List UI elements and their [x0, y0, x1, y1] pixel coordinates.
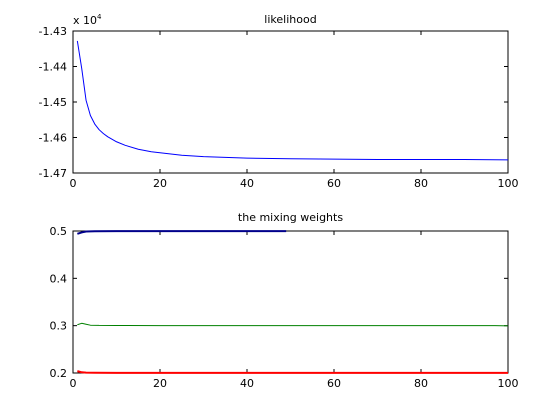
likelihood-plot-area: [72, 30, 509, 174]
y-tick-label: 0.2: [50, 367, 68, 380]
series-line-2: [77, 370, 508, 374]
likelihood-ticks: 0 20 40 60 80 100 -1.47 -1.46 -1.45 -1.44 -1.43: [39, 25, 519, 190]
mixing-weights-lines: [77, 230, 509, 374]
x-tick-label: 0: [70, 177, 77, 190]
likelihood-y-exponent: x 104: [73, 13, 102, 27]
y-tick-label: -1.45: [39, 96, 67, 109]
x-tick-label: 20: [153, 377, 167, 390]
x-tick-label: 80: [414, 177, 428, 190]
series-line-0: [76, 40, 509, 161]
x-tick-label: 20: [153, 177, 167, 190]
x-tick-label: 60: [327, 377, 341, 390]
mixing-weights-ticks: 0 20 40 60 80 100 0.2 0.3 0.4 0.5: [50, 225, 519, 390]
y-tick-label: -1.44: [39, 61, 67, 74]
series-line-1: [77, 322, 509, 327]
y-tick-label: -1.43: [39, 25, 67, 38]
x-tick-label: 60: [327, 177, 341, 190]
likelihood-title: likelihood: [264, 13, 316, 26]
series-line-0: [77, 230, 287, 235]
likelihood-lines: [76, 40, 509, 161]
y-tick-label: 0.5: [50, 225, 68, 238]
x-tick-label: 100: [498, 377, 519, 390]
y-exponent-power: 4: [97, 13, 102, 21]
y-tick-label: 0.4: [50, 272, 68, 285]
mixing-weights-title: the mixing weights: [238, 211, 343, 224]
y-tick-label: 0.3: [50, 320, 68, 333]
y-exponent-base: x 10: [73, 14, 97, 27]
mixing-weights-chart: the mixing weights 0 20 40 60 80 100 0.2 0.3 0.4…: [50, 211, 519, 390]
x-tick-label: 40: [240, 377, 254, 390]
x-tick-label: 40: [240, 177, 254, 190]
x-tick-label: 0: [70, 377, 77, 390]
likelihood-chart: likelihood x 104 0 20 40 60 80 100 -1.47 -1.46 -…: [39, 13, 519, 190]
y-tick-label: -1.46: [39, 132, 67, 145]
x-tick-label: 80: [414, 377, 428, 390]
x-tick-label: 100: [498, 177, 519, 190]
mixing-weights-plot-area: [72, 230, 509, 374]
y-tick-label: -1.47: [39, 167, 67, 180]
